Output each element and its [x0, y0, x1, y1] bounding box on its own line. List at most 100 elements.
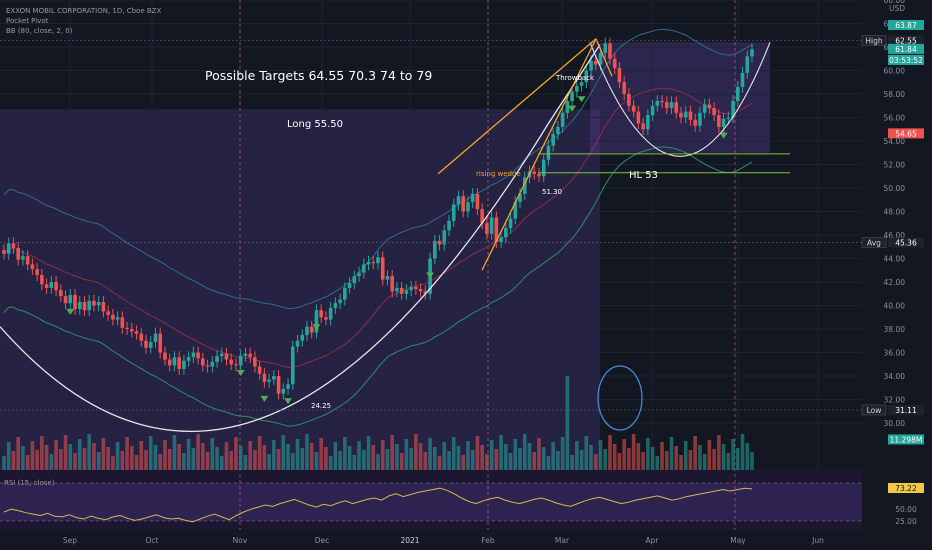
candle	[224, 347, 229, 366]
time-tick-label: Sep	[63, 536, 77, 545]
volume-bar	[489, 440, 494, 470]
volume-bar	[565, 376, 570, 470]
candle	[191, 346, 196, 364]
candle-body	[234, 364, 238, 366]
pocket-pivot-marker	[719, 132, 728, 139]
candle-body	[87, 300, 92, 311]
price-label-value: 45.36	[895, 239, 917, 248]
price-tick-label: 42.00	[884, 278, 906, 287]
volume-bar	[73, 453, 77, 470]
volume-circle	[597, 365, 643, 431]
price-tick-label: 60.00	[884, 67, 906, 76]
volume-bar	[120, 451, 125, 470]
candle-body	[470, 193, 475, 203]
candle-body	[21, 256, 25, 260]
candle	[215, 350, 219, 368]
chart-legend: EXXON MOBIL CORPORATION, 1D, Cboe BZX Po…	[6, 6, 161, 36]
price-label-value: 54.65	[895, 129, 917, 138]
volume-bar	[148, 436, 153, 470]
candle-body	[660, 101, 664, 103]
price-label-tag	[861, 404, 887, 416]
candle	[314, 304, 319, 339]
candle-body	[205, 365, 210, 367]
volume-bar	[579, 450, 584, 470]
volume-bar	[30, 441, 35, 470]
volume-bar	[750, 452, 754, 470]
price-label-tag	[861, 35, 887, 46]
candle	[49, 276, 54, 294]
candle	[437, 235, 442, 251]
volume-bar	[324, 447, 328, 470]
volume-bar	[234, 437, 238, 470]
level-5130-annotation: 51.30	[542, 188, 562, 196]
candle-body	[466, 202, 470, 212]
candle-body	[272, 376, 276, 380]
candle-body	[750, 49, 754, 57]
volume-bar	[276, 449, 281, 470]
volume-bar	[82, 448, 87, 470]
candle-body	[328, 307, 333, 320]
candle	[423, 285, 428, 300]
candle	[560, 106, 565, 133]
candle	[466, 196, 470, 218]
candle-body	[210, 361, 215, 367]
price-label-box	[888, 35, 924, 46]
cup-zone	[590, 42, 770, 153]
volume-bar	[428, 438, 432, 470]
volume-bar	[115, 442, 120, 470]
candle-body	[309, 326, 314, 333]
long-annotation: Long 55.50	[287, 119, 343, 130]
volume-bar	[343, 437, 347, 470]
price-label: 63.87	[888, 20, 924, 31]
candle	[376, 251, 380, 270]
candle-body	[186, 357, 191, 361]
volume-bar	[163, 440, 167, 470]
throwback-line	[595, 38, 613, 77]
price-label: 61.84	[888, 43, 924, 54]
volume-bar	[253, 450, 257, 470]
volume-bar	[513, 439, 518, 470]
candle-body	[646, 115, 650, 130]
volume-bar	[305, 434, 309, 470]
candle	[579, 76, 584, 92]
candle-body	[674, 102, 679, 113]
candle	[608, 37, 612, 65]
volume-bar	[735, 448, 740, 470]
time-tick-label: Apr	[646, 536, 660, 545]
volume-bar	[44, 445, 49, 470]
candle-body	[253, 357, 257, 367]
candle	[40, 269, 44, 291]
candle	[735, 81, 740, 107]
volume-bar	[456, 446, 461, 470]
candle-body	[111, 314, 115, 320]
volume-bar	[77, 439, 82, 470]
candle	[385, 270, 390, 286]
candle-body	[290, 346, 295, 385]
candle	[612, 52, 617, 75]
price-tick-label: 56.00	[884, 114, 906, 123]
candle	[115, 311, 120, 326]
candle	[25, 250, 30, 271]
candle-body	[399, 287, 404, 294]
candle	[120, 311, 125, 334]
volume-bar	[191, 448, 196, 470]
volume-bars	[2, 376, 754, 470]
candle	[139, 327, 144, 347]
volume-bar	[409, 448, 413, 470]
candle	[707, 98, 712, 114]
price-label: Low 31.11	[861, 404, 924, 416]
candle-body	[2, 250, 6, 254]
candle-body	[352, 276, 357, 284]
volume-bar	[68, 444, 73, 470]
candle	[44, 278, 49, 294]
volume-bar	[49, 454, 54, 470]
candle	[489, 211, 494, 240]
candle	[63, 290, 68, 310]
volume-bar	[338, 451, 342, 470]
candle-body	[650, 105, 655, 116]
candle	[257, 360, 262, 380]
volume-bar	[300, 448, 305, 470]
candle	[409, 280, 413, 297]
candle	[499, 231, 503, 248]
